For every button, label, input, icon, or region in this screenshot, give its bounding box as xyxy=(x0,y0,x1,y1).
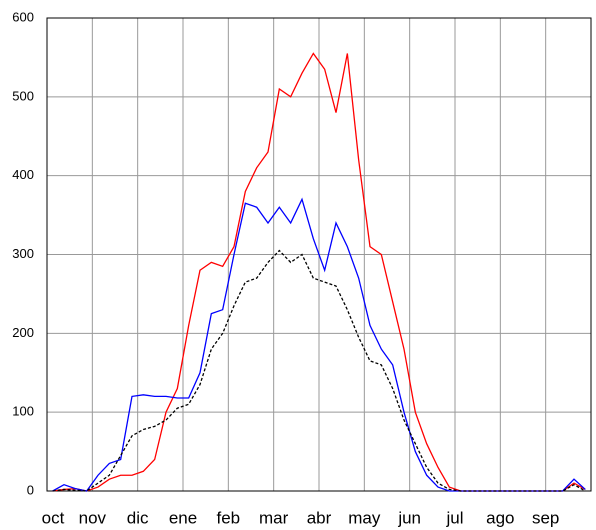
x-tick-label: feb xyxy=(217,508,241,527)
y-tick-label: 300 xyxy=(12,246,34,261)
x-tick-label: mar xyxy=(259,508,289,527)
x-tick-label: jun xyxy=(397,508,421,527)
x-tick-label: jul xyxy=(445,508,463,527)
y-tick-label: 100 xyxy=(12,404,34,419)
y-tick-label: 400 xyxy=(12,167,34,182)
y-tick-label: 200 xyxy=(12,325,34,340)
y-tick-label: 0 xyxy=(27,482,34,497)
x-tick-label: nov xyxy=(79,508,107,527)
plot-border xyxy=(46,17,592,492)
x-tick-label: ago xyxy=(486,508,514,527)
x-tick-label: may xyxy=(348,508,381,527)
x-tick-label: ene xyxy=(169,508,197,527)
x-tick-label: dic xyxy=(127,508,149,527)
y-tick-label: 500 xyxy=(12,88,34,103)
series-line xyxy=(52,197,586,492)
x-tick-label: oct xyxy=(42,508,65,527)
x-tick-label: sep xyxy=(532,508,559,527)
y-tick-label: 600 xyxy=(12,9,34,24)
x-tick-label: abr xyxy=(307,508,332,527)
